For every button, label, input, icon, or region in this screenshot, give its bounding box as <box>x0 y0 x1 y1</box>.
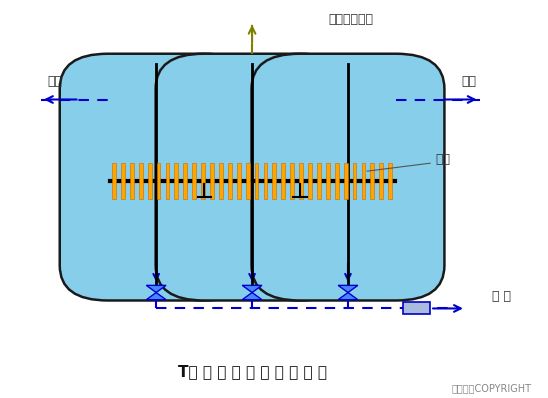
Polygon shape <box>335 163 339 199</box>
Polygon shape <box>352 163 356 199</box>
Polygon shape <box>228 163 232 199</box>
Polygon shape <box>139 163 142 199</box>
Polygon shape <box>246 163 249 199</box>
Text: T型 氧 化 沟 系 统 工 艺 流 程: T型 氧 化 沟 系 统 工 艺 流 程 <box>178 365 327 380</box>
Polygon shape <box>184 163 187 199</box>
Polygon shape <box>157 163 161 199</box>
Polygon shape <box>165 163 169 199</box>
Polygon shape <box>148 163 152 199</box>
Polygon shape <box>219 163 223 199</box>
Polygon shape <box>201 163 205 199</box>
Polygon shape <box>299 163 303 199</box>
Polygon shape <box>344 163 347 199</box>
FancyBboxPatch shape <box>252 54 444 300</box>
Polygon shape <box>264 163 267 199</box>
FancyBboxPatch shape <box>403 302 430 314</box>
Polygon shape <box>370 163 374 199</box>
Polygon shape <box>192 163 196 199</box>
Polygon shape <box>112 163 116 199</box>
Polygon shape <box>121 163 125 199</box>
Polygon shape <box>362 163 366 199</box>
Text: 进 水: 进 水 <box>492 290 511 303</box>
Text: 出水: 出水 <box>461 75 476 88</box>
Polygon shape <box>388 163 392 199</box>
Polygon shape <box>146 293 166 300</box>
Polygon shape <box>326 163 330 199</box>
Polygon shape <box>281 163 285 199</box>
Polygon shape <box>338 293 358 300</box>
Polygon shape <box>308 163 312 199</box>
FancyBboxPatch shape <box>156 54 349 300</box>
Polygon shape <box>290 163 294 199</box>
Polygon shape <box>272 163 276 199</box>
Polygon shape <box>130 163 134 199</box>
Polygon shape <box>255 163 259 199</box>
Text: 出水: 出水 <box>47 75 62 88</box>
Text: 东方仿真COPYRIGHT: 东方仿真COPYRIGHT <box>452 383 532 393</box>
Polygon shape <box>317 163 321 199</box>
Polygon shape <box>174 163 178 199</box>
Polygon shape <box>242 285 262 293</box>
FancyBboxPatch shape <box>60 54 253 300</box>
Polygon shape <box>338 285 358 293</box>
Polygon shape <box>242 293 262 300</box>
Text: 转刷: 转刷 <box>436 153 450 166</box>
Polygon shape <box>379 163 383 199</box>
Polygon shape <box>237 163 241 199</box>
Polygon shape <box>210 163 214 199</box>
Polygon shape <box>146 285 166 293</box>
Text: 剩余污泥排放: 剩余污泥排放 <box>329 13 374 25</box>
